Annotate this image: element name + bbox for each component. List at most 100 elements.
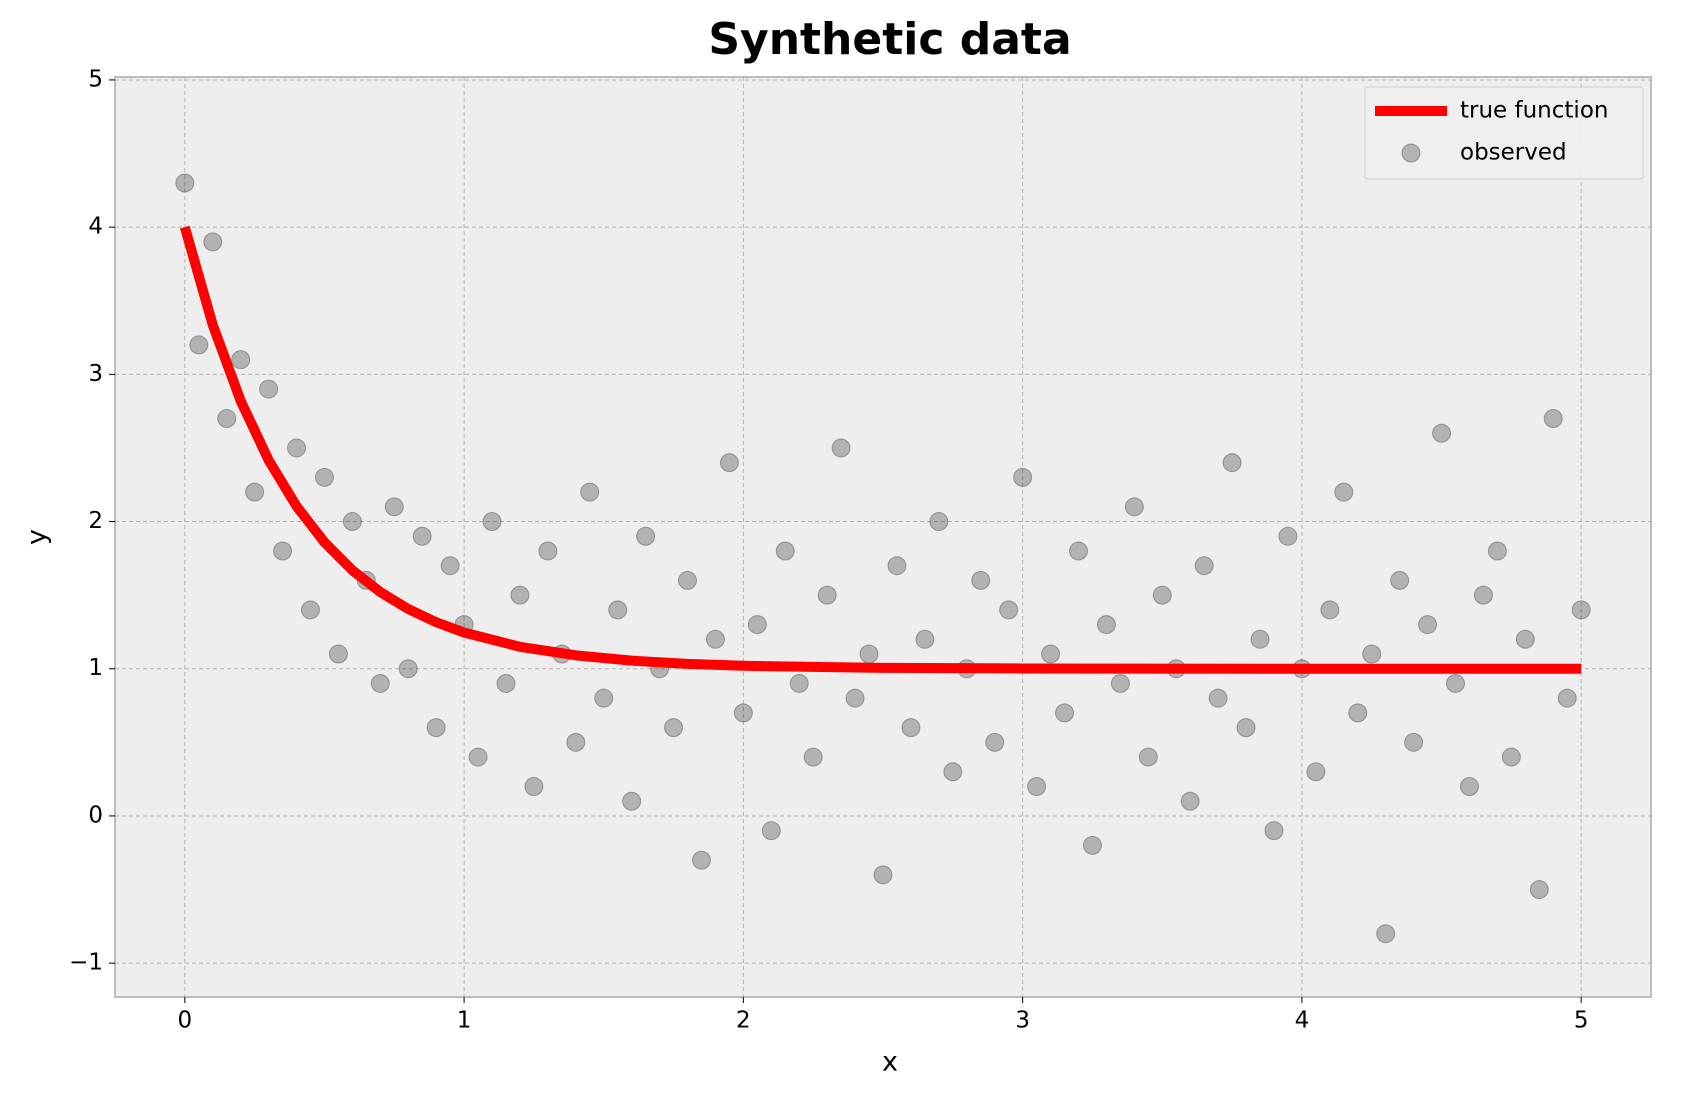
scatter-point xyxy=(678,570,698,590)
scatter-point xyxy=(831,438,851,458)
scatter-point xyxy=(803,747,823,767)
scatter-point xyxy=(1487,541,1507,561)
scatter-point xyxy=(719,453,739,473)
y-tick-label: 2 xyxy=(88,508,103,534)
legend: true function observed xyxy=(1364,86,1644,180)
scatter-point xyxy=(245,482,265,502)
scatter-point xyxy=(1529,880,1549,900)
scatter-point xyxy=(859,644,879,664)
scatter-point xyxy=(426,718,446,738)
scatter-point xyxy=(1362,644,1382,664)
scatter-point xyxy=(189,335,209,355)
scatter-point xyxy=(1404,732,1424,752)
scatter-point xyxy=(287,438,307,458)
x-tick-label: 1 xyxy=(457,1008,472,1034)
scatter-point xyxy=(1250,629,1270,649)
scatter-point xyxy=(999,600,1019,620)
scatter-point xyxy=(873,865,893,885)
scatter-point xyxy=(1208,688,1228,708)
scatter-point xyxy=(510,585,530,605)
scatter-point xyxy=(1334,482,1354,502)
scatter-point xyxy=(1571,600,1591,620)
scatter-point xyxy=(845,688,865,708)
y-tick-label: 1 xyxy=(88,655,103,681)
scatter-point xyxy=(496,673,516,693)
scatter-point xyxy=(733,703,753,723)
scatter-point xyxy=(691,850,711,870)
scatter-point xyxy=(524,777,544,797)
scatter-point xyxy=(231,350,251,370)
legend-label: true function xyxy=(1460,98,1608,124)
scatter-point xyxy=(1194,556,1214,576)
scatter-point xyxy=(384,497,404,517)
x-tick-label: 5 xyxy=(1574,1008,1589,1034)
scatter-point xyxy=(664,718,684,738)
scatter-point xyxy=(929,512,949,532)
scatter-point xyxy=(594,688,614,708)
scatter-point xyxy=(1222,453,1242,473)
scatter-point xyxy=(1432,423,1452,443)
scatter-point xyxy=(468,747,488,767)
x-tick-label: 3 xyxy=(1015,1008,1030,1034)
scatter-point xyxy=(1082,835,1102,855)
scatter-point xyxy=(1138,747,1158,767)
scatter-point xyxy=(1376,924,1396,944)
scatter-point xyxy=(273,541,293,561)
scatter-point xyxy=(747,615,767,635)
scatter-point xyxy=(1515,629,1535,649)
scatter-point xyxy=(1320,600,1340,620)
chart-title: Synthetic data xyxy=(708,14,1071,65)
scatter-point xyxy=(566,732,586,752)
scatter-point xyxy=(789,673,809,693)
scatter-point xyxy=(398,659,418,679)
scatter-point xyxy=(775,541,795,561)
scatter-point xyxy=(705,629,725,649)
line xyxy=(180,225,1582,674)
scatter-point xyxy=(1027,777,1047,797)
scatter-point xyxy=(636,526,656,546)
scatter-point xyxy=(1543,409,1563,429)
y-axis-label: y xyxy=(22,529,53,545)
scatter-point xyxy=(943,762,963,782)
scatter-point xyxy=(1501,747,1521,767)
scatter-point xyxy=(203,232,223,252)
scatter-point xyxy=(915,629,935,649)
scatter-point xyxy=(259,379,279,399)
scatter-point xyxy=(370,673,390,693)
scatter-point xyxy=(1236,718,1256,738)
scatter-point xyxy=(538,541,558,561)
scatter-point xyxy=(1390,570,1410,590)
grid xyxy=(115,77,1651,997)
plot-area xyxy=(114,76,1652,998)
scatter-point xyxy=(1473,585,1493,605)
y-tick-label: −1 xyxy=(69,950,103,976)
scatter-point xyxy=(412,526,432,546)
scatter-point xyxy=(328,644,348,664)
scatter-point xyxy=(1096,615,1116,635)
scatter-point xyxy=(1278,526,1298,546)
scatter-point xyxy=(314,467,334,487)
scatter-point xyxy=(1418,615,1438,635)
scatter-point xyxy=(761,821,781,841)
scatter-point xyxy=(1446,673,1466,693)
x-tick-label: 4 xyxy=(1295,1008,1310,1034)
x-tick-label: 0 xyxy=(177,1008,192,1034)
y-tick-label: 3 xyxy=(88,361,103,387)
scatter-point xyxy=(1348,703,1368,723)
scatter-point xyxy=(1068,541,1088,561)
scatter-point xyxy=(1180,791,1200,811)
scatter-point xyxy=(1124,497,1144,517)
scatter-point xyxy=(1306,762,1326,782)
scatter-point xyxy=(440,556,460,576)
x-tick-label: 2 xyxy=(736,1008,751,1034)
scatter-point xyxy=(1459,777,1479,797)
scatter-point xyxy=(985,732,1005,752)
scatter-point xyxy=(300,600,320,620)
y-tick-label: 5 xyxy=(88,66,103,92)
legend-label: observed xyxy=(1460,140,1567,166)
y-tick-label: 0 xyxy=(88,802,103,828)
scatter-point xyxy=(580,482,600,502)
scatter-point xyxy=(342,512,362,532)
scatter-point xyxy=(622,791,642,811)
